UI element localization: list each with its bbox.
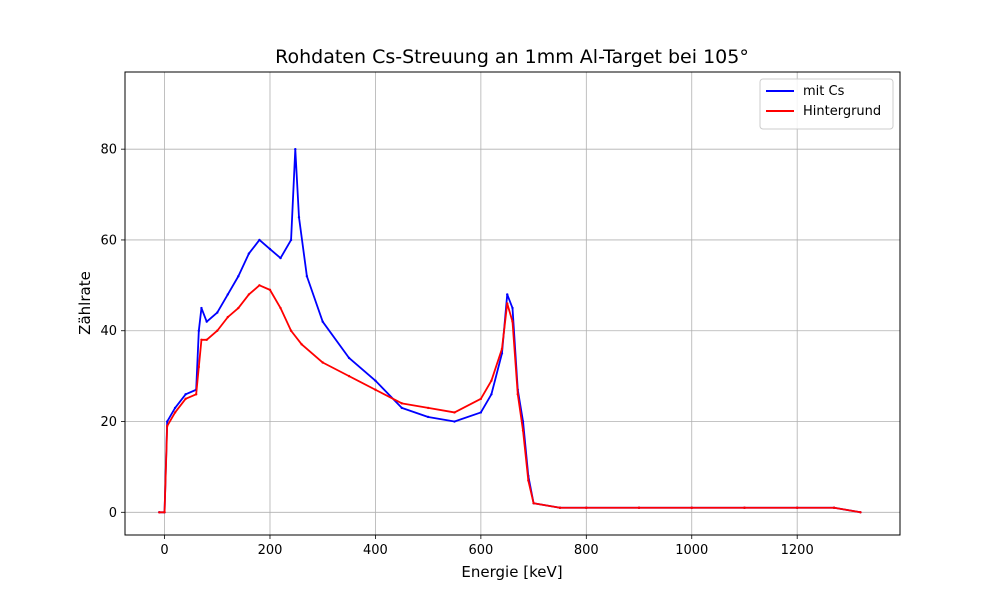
data-point-hintergrund <box>165 424 169 428</box>
data-point-mit-cs <box>268 247 272 251</box>
data-point-hintergrund <box>832 506 836 509</box>
data-point-hintergrund <box>506 302 509 305</box>
data-point-mit-cs <box>453 420 456 423</box>
data-point-hintergrund <box>321 361 324 364</box>
y-tick-label: 0 <box>109 506 117 521</box>
data-point-mit-cs <box>289 238 293 242</box>
data-point-hintergrund <box>690 506 693 509</box>
data-point-hintergrund <box>237 306 240 310</box>
data-point-hintergrund <box>859 511 862 514</box>
legend: mit Cs Hintergrund <box>759 78 894 130</box>
plot-area <box>158 147 862 514</box>
chart-title: Rohdaten Cs-Streuung an 1mm Al-Target be… <box>275 46 749 68</box>
y-tick-label: 80 <box>100 143 117 158</box>
data-point-hintergrund <box>289 329 293 332</box>
data-point-mit-cs <box>297 216 301 219</box>
x-axis-label: Energie [keV] <box>461 563 562 581</box>
x-tick-label: 200 <box>258 543 283 558</box>
data-point-hintergrund <box>795 506 799 509</box>
x-tick-label: 0 <box>160 543 168 558</box>
data-point-hintergrund <box>637 506 641 509</box>
data-point-mit-cs <box>347 356 351 360</box>
data-point-hintergrund <box>426 406 430 410</box>
y-tick-label: 60 <box>100 233 117 248</box>
data-point-mit-cs <box>205 320 208 323</box>
data-point-hintergrund <box>490 379 493 382</box>
data-point-hintergrund <box>300 343 303 346</box>
data-point-mit-cs <box>173 406 177 410</box>
data-point-hintergrund <box>743 506 746 509</box>
data-point-mit-cs <box>237 275 240 278</box>
data-point-hintergrund <box>400 402 403 405</box>
y-tick-label: 40 <box>100 324 117 339</box>
data-point-mit-cs <box>216 311 219 314</box>
data-point-mit-cs <box>226 293 230 296</box>
data-point-mit-cs <box>321 320 324 323</box>
data-point-mit-cs <box>165 420 169 423</box>
legend-label-hintergrund: Hintergrund <box>803 104 881 119</box>
data-point-hintergrund <box>479 397 483 401</box>
data-point-hintergrund <box>194 393 198 396</box>
data-point-hintergrund <box>163 511 166 514</box>
data-point-hintergrund <box>532 502 535 505</box>
data-point-hintergrund <box>205 338 208 342</box>
data-point-hintergrund <box>173 411 177 414</box>
data-point-hintergrund <box>216 329 219 332</box>
x-tick-label: 600 <box>468 543 493 558</box>
data-point-hintergrund <box>347 374 351 378</box>
data-point-mit-cs <box>294 147 297 151</box>
x-axis-ticks: 0 200 400 600 800 1000 1200 <box>160 535 814 558</box>
data-point-hintergrund <box>158 511 161 514</box>
data-point-mit-cs <box>506 293 509 296</box>
data-point-mit-cs <box>511 306 514 310</box>
data-point-mit-cs <box>200 306 203 310</box>
data-point-mit-cs <box>426 415 430 419</box>
y-tick-label: 20 <box>100 415 117 430</box>
data-point-hintergrund <box>558 506 562 509</box>
data-point-mit-cs <box>400 406 403 410</box>
data-point-hintergrund <box>226 315 230 319</box>
data-point-mit-cs <box>374 379 377 382</box>
data-point-hintergrund <box>516 393 519 396</box>
data-point-hintergrund <box>279 306 282 310</box>
data-point-mit-cs <box>479 411 483 414</box>
data-point-hintergrund <box>200 338 203 342</box>
data-point-hintergrund <box>453 411 456 414</box>
axes-frame <box>124 71 901 536</box>
x-tick-label: 800 <box>574 543 599 558</box>
data-point-hintergrund <box>511 320 514 323</box>
data-point-mit-cs <box>279 256 282 260</box>
data-point-hintergrund <box>374 388 377 391</box>
data-point-hintergrund <box>521 429 525 432</box>
data-point-mit-cs <box>305 275 309 278</box>
data-point-hintergrund <box>500 347 504 351</box>
data-point-hintergrund <box>585 506 588 509</box>
data-point-mit-cs <box>247 252 251 255</box>
x-tick-label: 1200 <box>781 543 814 558</box>
data-point-hintergrund <box>247 293 251 296</box>
data-point-mit-cs <box>197 329 201 332</box>
data-point-hintergrund <box>197 365 201 369</box>
data-point-mit-cs <box>258 238 261 242</box>
data-point-mit-cs <box>184 393 187 396</box>
x-tick-label: 1000 <box>675 543 708 558</box>
data-point-mit-cs <box>490 393 493 396</box>
x-tick-label: 400 <box>363 543 388 558</box>
data-point-hintergrund <box>184 397 187 401</box>
data-point-hintergrund <box>258 284 261 287</box>
legend-label-mit-cs: mit Cs <box>803 84 845 99</box>
data-point-hintergrund <box>527 479 530 482</box>
y-axis-ticks: 0 20 40 60 80 <box>100 143 125 521</box>
y-axis-label: Zählrate <box>76 271 94 335</box>
data-point-hintergrund <box>268 288 272 292</box>
